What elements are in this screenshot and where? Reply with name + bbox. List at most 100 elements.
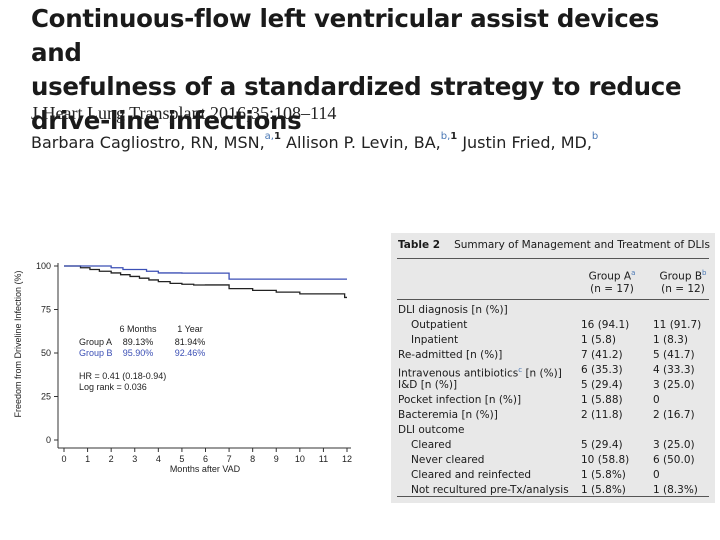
group-b-value: 6 (50.0) [653, 454, 695, 466]
table-row: DLI diagnosis [n (%)] [391, 303, 715, 317]
group-a-value: 16 (94.1) [581, 319, 630, 331]
table-rule [397, 299, 709, 300]
author-name: Barbara Cagliostro, RN, MSN, [31, 133, 265, 152]
y-tick-label: 25 [41, 392, 51, 402]
author-affiliation: b [591, 131, 599, 142]
x-tick-label: 6 [203, 454, 208, 464]
row-label: Re-admitted [n (%)] [398, 349, 503, 361]
x-tick-label: 12 [342, 454, 352, 464]
table-row: Bacteremia [n (%)] 2 (11.8) 2 (16.7) [391, 408, 715, 422]
group-b-value: 2 (16.7) [653, 409, 695, 421]
author-affiliation: b,1 [440, 131, 458, 142]
group-a-n: (n = 17) [590, 283, 634, 295]
group-a-value: 1 (5.8%) [581, 484, 626, 496]
group-b-header: Group Bb [659, 269, 707, 283]
row-label: Intravenous antibioticsc [n (%)] [398, 366, 562, 380]
group-b-value: 3 (25.0) [653, 379, 695, 391]
author-affiliation: a,1 [264, 131, 281, 142]
row-label: DLI diagnosis [n (%)] [398, 304, 508, 316]
row-label: Outpatient [411, 319, 468, 331]
y-tick-label: 50 [41, 348, 51, 358]
legend-header: 6 Months [119, 324, 157, 334]
y-tick-label: 0 [46, 435, 51, 445]
table-header-row: Group Aa Group Bb [391, 266, 715, 283]
group-a-value: 5 (29.4) [581, 439, 623, 451]
series-line-group-b [64, 265, 347, 280]
group-a-value: 10 (58.8) [581, 454, 630, 466]
group-b-value: 11 (91.7) [653, 319, 702, 331]
table-header-row: (n = 17) (n = 12) [391, 282, 715, 296]
group-a-value: 2 (11.8) [581, 409, 623, 421]
group-b-n: (n = 12) [661, 283, 705, 295]
row-label: Cleared and reinfected [411, 469, 532, 481]
group-b-value: 5 (41.7) [653, 349, 695, 361]
row-label: Inpatient [411, 334, 459, 346]
y-tick-label: 75 [41, 305, 51, 315]
y-axis-label: Freedom from Driveline Infection (%) [13, 270, 23, 417]
chart-annotation: Log rank = 0.036 [79, 382, 147, 392]
journal-citation: J Heart Lung Transplant 2016;35:108–114 [31, 103, 337, 123]
table-caption: Table 2 Summary of Management and Treatme… [398, 239, 710, 251]
table-row: Pocket infection [n (%)] 1 (5.88) 0 [391, 393, 715, 407]
table-row: Inpatient 1 (5.8) 1 (8.3) [391, 333, 715, 347]
row-label: Not recultured pre-Tx/analysis [411, 484, 569, 496]
group-a-value: 7 (41.2) [581, 349, 623, 361]
table-row: Cleared and reinfected 1 (5.8%) 0 [391, 468, 715, 482]
table-row: Re-admitted [n (%)] 7 (41.2) 5 (41.7) [391, 348, 715, 362]
group-b-value: 0 [653, 469, 660, 481]
x-tick-label: 8 [250, 454, 255, 464]
table-label: Table 2 [398, 239, 441, 251]
author-list: Barbara Cagliostro, RN, MSN,a,1 Allison … [31, 131, 599, 152]
table-rule [397, 496, 709, 497]
x-tick-label: 2 [109, 454, 114, 464]
table-row: Cleared 5 (29.4) 3 (25.0) [391, 438, 715, 452]
x-tick-label: 5 [179, 454, 184, 464]
x-axis-label: Months after VAD [170, 464, 241, 474]
group-b-value: 4 (33.3) [653, 364, 695, 376]
x-tick-label: 11 [319, 454, 328, 464]
group-a-value: 1 (5.8%) [581, 469, 626, 481]
legend-value: 95.90% [123, 348, 154, 358]
table-row: Never cleared 10 (58.8) 6 (50.0) [391, 453, 715, 467]
title-line: usefulness of a standardized strategy to… [31, 72, 682, 101]
table-title: Summary of Management and Treatment of D… [454, 239, 710, 251]
legend-entry: Group A [79, 337, 112, 347]
title-line: Continuous-flow left ventricular assist … [31, 4, 660, 67]
group-a-value: 1 (5.8) [581, 334, 616, 346]
summary-table: Table 2 Summary of Management and Treatme… [391, 233, 715, 503]
row-label: Cleared [411, 439, 452, 451]
x-tick-label: 9 [274, 454, 279, 464]
legend-entry: Group B [79, 348, 113, 358]
group-b-value: 0 [653, 394, 660, 406]
row-label: Never cleared [411, 454, 485, 466]
x-tick-label: 1 [85, 454, 90, 464]
x-tick-label: 7 [227, 454, 232, 464]
group-b-value: 1 (8.3%) [653, 484, 698, 496]
legend-value: 92.46% [175, 348, 206, 358]
group-b-value: 3 (25.0) [653, 439, 695, 451]
row-label: Bacteremia [n (%)] [398, 409, 498, 421]
legend-value: 89.13% [123, 337, 154, 347]
row-label: I&D [n (%)] [398, 379, 458, 391]
group-a-value: 1 (5.88) [581, 394, 623, 406]
group-a-header: Group Aa [588, 269, 636, 283]
row-label: Pocket infection [n (%)] [398, 394, 522, 406]
y-tick-label: 100 [36, 261, 51, 271]
table-row: Not recultured pre-Tx/analysis 1 (5.8%) 1 … [391, 483, 715, 497]
table-row: I&D [n (%)] 5 (29.4) 3 (25.0) [391, 378, 715, 392]
author-name: Allison P. Levin, BA, [286, 133, 441, 152]
x-tick-label: 10 [295, 454, 305, 464]
chart-annotation: HR = 0.41 (0.18-0.94) [79, 371, 166, 381]
legend-value: 81.94% [175, 337, 206, 347]
x-tick-label: 3 [132, 454, 137, 464]
group-a-value: 6 (35.3) [581, 364, 623, 376]
group-b-value: 1 (8.3) [653, 334, 688, 346]
x-tick-label: 4 [156, 454, 161, 464]
group-a-value: 5 (29.4) [581, 379, 623, 391]
paper-title: Continuous-flow left ventricular assist … [31, 2, 711, 138]
table-rule [397, 258, 709, 259]
row-label: DLI outcome [398, 424, 465, 436]
legend-header: 1 Year [177, 324, 203, 334]
series-line-group-a [64, 265, 347, 299]
